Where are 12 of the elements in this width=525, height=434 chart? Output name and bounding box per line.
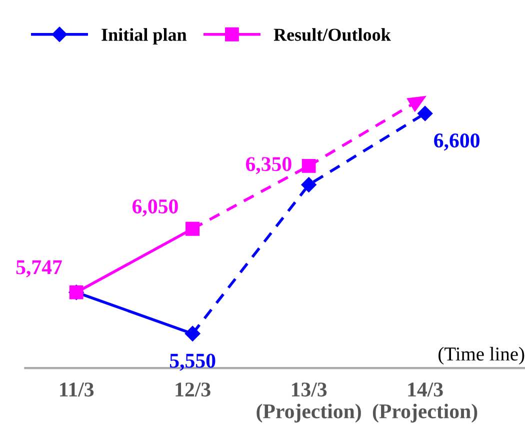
legend-label: Result/Outlook bbox=[274, 28, 391, 41]
text: (Time line) bbox=[438, 346, 524, 365]
x-tick-label: 14/3 (Projection) bbox=[372, 382, 478, 423]
x-tick-label: 13/3 (Projection) bbox=[256, 382, 361, 423]
data-label: 6,350 bbox=[246, 157, 292, 174]
data-label: 5,550 bbox=[170, 354, 216, 371]
data-label: 6,600 bbox=[434, 133, 480, 151]
x-tick-label: 11/3 bbox=[60, 382, 94, 397]
data-label: 6,050 bbox=[132, 199, 178, 216]
x-tick-label: 12/3 bbox=[176, 382, 210, 397]
data-label: 5,747 bbox=[16, 260, 62, 278]
legend-label: Initial plan bbox=[102, 28, 187, 45]
